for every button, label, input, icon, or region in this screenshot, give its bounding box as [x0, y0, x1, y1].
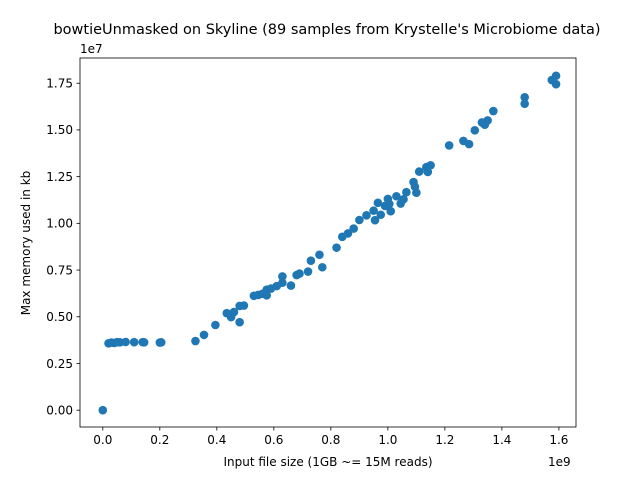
y-tick-label: 1.00: [46, 217, 73, 231]
chart-title: bowtieUnmasked on Skyline (89 samples fr…: [53, 22, 600, 38]
data-point: [239, 301, 249, 310]
data-point: [343, 229, 353, 238]
data-point: [376, 210, 386, 220]
data-point: [98, 405, 108, 415]
data-point: [199, 330, 209, 340]
data-point: [384, 199, 394, 209]
x-axis-offset-label: 1e9: [548, 455, 571, 469]
data-point: [399, 194, 408, 204]
x-tick-label: 1.2: [435, 433, 454, 447]
data-point: [520, 92, 529, 102]
data-point: [121, 337, 130, 347]
data-point: [229, 307, 239, 317]
data-point: [464, 139, 474, 149]
y-tick-label: 0.50: [46, 310, 73, 324]
x-tick-label: 0.0: [93, 433, 112, 447]
data-point: [370, 215, 380, 225]
x-tick-label: 1.6: [549, 433, 568, 447]
data-point: [551, 71, 561, 81]
x-tick-label: 0.2: [150, 433, 169, 447]
data-point: [423, 167, 433, 177]
data-point: [355, 215, 364, 225]
data-point: [156, 338, 166, 347]
x-tick-label: 0.6: [264, 433, 283, 447]
data-point: [278, 272, 287, 281]
data-point: [489, 106, 498, 116]
data-point: [470, 126, 480, 135]
x-tick-label: 0.4: [207, 433, 226, 447]
y-tick-label: 1.75: [46, 77, 73, 91]
data-point: [315, 250, 324, 260]
data-point: [332, 243, 341, 252]
data-point: [402, 187, 411, 197]
data-point: [412, 188, 421, 198]
data-point: [520, 99, 529, 109]
y-tick-label: 0.00: [46, 403, 73, 417]
data-point: [306, 256, 316, 266]
data-point: [235, 317, 244, 327]
plot-area: [79, 57, 577, 428]
y-tick-label: 0.75: [46, 263, 73, 277]
data-point: [392, 191, 401, 201]
data-point: [444, 141, 454, 150]
plot-frame: [79, 57, 577, 428]
x-axis: 0.0 0.2 0.4 0.6 0.8 1.0 1.2 1.4 1.6: [93, 427, 568, 447]
data-point: [318, 262, 327, 272]
data-point: [373, 198, 383, 208]
x-tick-label: 1.4: [492, 433, 511, 447]
data-point: [551, 79, 561, 89]
x-tick-label: 0.8: [321, 433, 340, 447]
y-tick-label: 1.25: [46, 170, 73, 184]
data-point: [295, 269, 304, 278]
data-point: [369, 206, 378, 215]
data-point: [303, 267, 313, 276]
data-point: [426, 160, 435, 170]
data-point: [414, 167, 424, 176]
data-point: [139, 338, 149, 347]
data-point: [483, 116, 492, 125]
y-tick-label: 0.25: [46, 357, 73, 371]
data-point: [211, 320, 220, 330]
data-points: [98, 71, 561, 415]
data-point: [286, 281, 296, 290]
y-tick-label: 1.50: [46, 123, 73, 137]
x-axis-label: Input file size (1GB ~= 15M reads): [223, 455, 432, 469]
y-axis: 0.00 0.25 0.50 0.75 1.00 1.25 1.50 1.75: [46, 77, 80, 417]
data-point: [386, 206, 396, 216]
data-point: [191, 336, 200, 346]
data-point: [349, 224, 358, 233]
y-axis-offset-label: 1e7: [80, 42, 103, 56]
data-point: [362, 211, 371, 220]
data-point: [278, 278, 287, 288]
x-tick-label: 1.0: [378, 433, 397, 447]
y-axis-label: Max memory used in kb: [19, 171, 33, 316]
data-point: [129, 337, 139, 347]
